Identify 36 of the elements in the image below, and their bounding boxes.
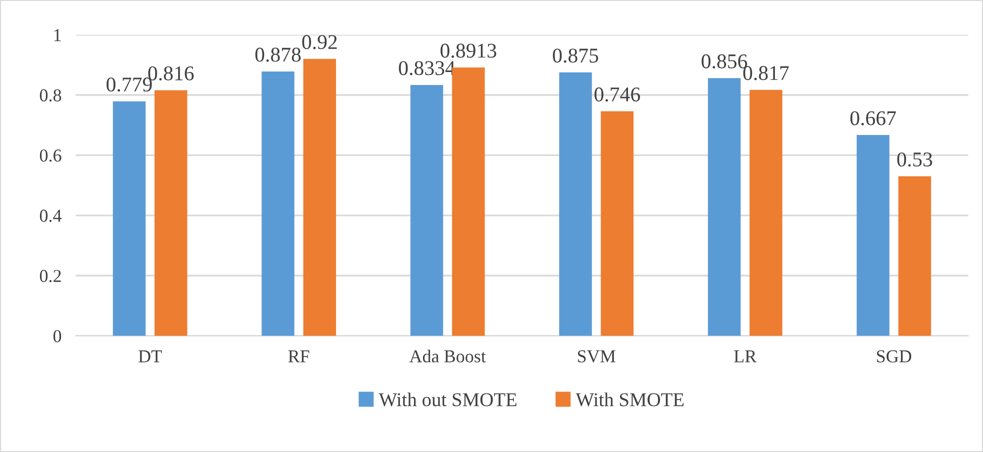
bar [856, 135, 890, 336]
x-tick-label: SGD [877, 350, 912, 362]
data-label: 0.875 [552, 48, 598, 63]
bar [262, 72, 294, 336]
data-label: 0.667 [850, 111, 896, 126]
data-label: 0.746 [594, 87, 640, 102]
data-label: 0.92 [302, 35, 337, 50]
bar [750, 90, 782, 336]
x-tick-label: LR [734, 350, 757, 362]
data-label: 0.8913 [440, 44, 496, 58]
bar [452, 68, 485, 336]
y-tick-label: 0.6 [40, 149, 62, 162]
bar [303, 58, 336, 336]
data-label: 0.8334 [398, 61, 456, 76]
bar [898, 176, 932, 336]
bar [410, 84, 444, 336]
x-tick-label: Ada Boost [409, 350, 486, 362]
y-tick-label: 0.4 [40, 210, 62, 222]
bar [154, 90, 188, 336]
bar [708, 78, 741, 336]
x-tick-label: SVM [578, 350, 616, 363]
legend-label: With SMOTE [576, 392, 684, 406]
y-tick-label: 0.2 [40, 270, 61, 282]
data-label: 0.878 [255, 48, 301, 62]
data-label: 0.53 [897, 152, 932, 167]
x-tick-label: RF [288, 350, 310, 362]
y-tick-label: 0 [53, 330, 62, 342]
y-tick-label: 0.8 [40, 89, 62, 102]
bar [600, 111, 634, 336]
data-label: 0.817 [743, 66, 789, 80]
legend-label: With out SMOTE [378, 392, 516, 406]
bar [559, 72, 592, 336]
y-tick-label: 1 [54, 29, 61, 42]
x-tick-label: DT [138, 350, 162, 362]
bar [112, 101, 146, 336]
data-label: 0.856 [702, 54, 748, 68]
